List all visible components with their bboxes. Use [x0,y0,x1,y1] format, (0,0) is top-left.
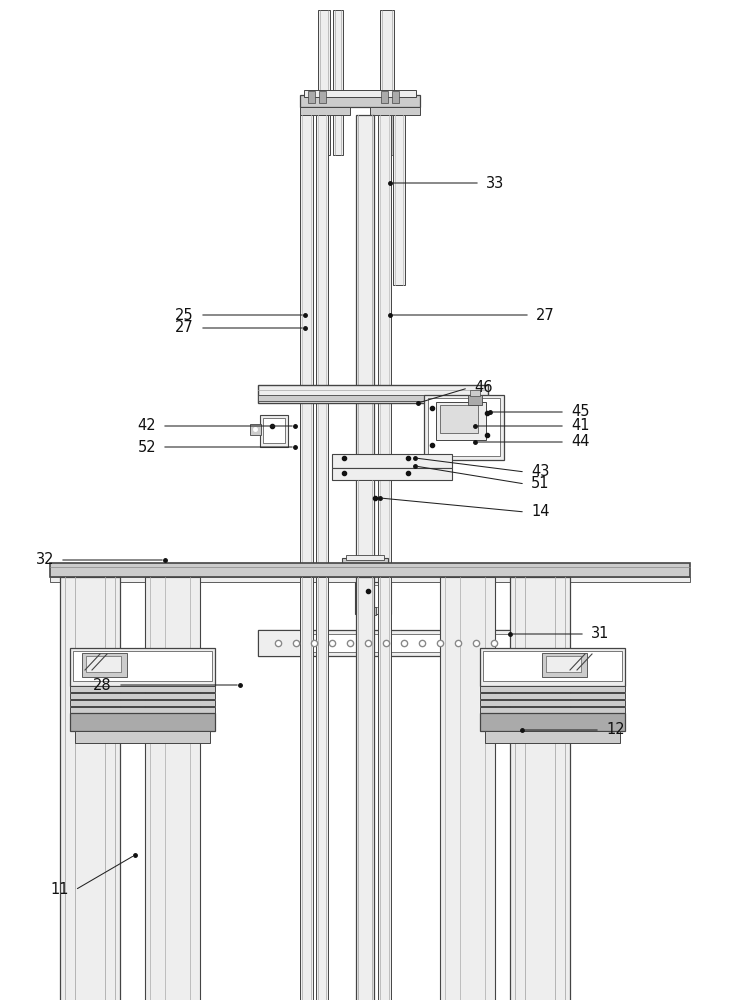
Bar [356,115,374,570]
Bar [440,405,478,433]
Bar [474,634,534,652]
Text: 28: 28 [93,678,112,692]
Bar [346,555,384,560]
Bar [70,648,215,686]
Bar [356,577,374,1000]
Bar [480,693,625,699]
Bar [483,651,622,681]
Bar [300,95,420,107]
Bar [86,656,121,672]
Bar [250,424,261,435]
Bar [342,558,388,568]
Bar [73,651,212,681]
Bar [392,91,399,103]
Text: 25: 25 [176,308,194,322]
Text: 46: 46 [474,380,493,395]
Bar [381,91,388,103]
Text: 43: 43 [531,464,549,480]
Bar [470,390,480,396]
Bar [60,577,120,1000]
Bar [532,628,548,638]
Text: 11: 11 [50,882,69,898]
Bar [358,585,386,607]
Bar [258,630,538,656]
Bar [355,582,391,614]
Bar [510,577,570,1000]
Bar [258,385,488,403]
Bar [262,634,534,652]
Bar [356,480,374,560]
Bar [362,615,374,621]
Bar [308,91,315,103]
Bar [258,630,308,656]
Bar [480,648,625,686]
Bar [470,630,538,656]
Bar [393,115,405,285]
Text: 14: 14 [531,504,550,520]
Bar [485,731,620,743]
Bar [70,713,215,731]
Text: 42: 42 [137,418,156,434]
Bar [70,686,215,692]
Bar [332,454,452,468]
Bar [424,395,504,460]
Bar [300,107,350,115]
Bar [468,395,482,405]
Bar [480,686,625,692]
Bar [360,607,376,615]
Bar [300,577,313,1000]
Text: 32: 32 [35,552,54,568]
Text: 31: 31 [591,626,609,642]
Bar [75,731,210,743]
Text: 51: 51 [531,477,550,491]
Bar [378,577,391,1000]
Bar [333,10,343,155]
Bar [258,395,488,401]
Bar [319,91,326,103]
Bar [50,577,690,582]
Bar [260,415,288,447]
Bar [316,577,328,1000]
Text: 33: 33 [486,176,504,190]
Bar [480,700,625,706]
Bar [436,402,486,440]
Bar [70,693,215,699]
Text: 41: 41 [571,418,590,434]
Bar [82,653,127,677]
Bar [378,115,391,570]
Bar [546,656,581,672]
Bar [370,107,420,115]
Bar [316,115,328,570]
Bar [263,418,285,443]
Bar [380,10,394,155]
Bar [304,90,416,97]
Bar [332,468,452,480]
Bar [70,700,215,706]
Text: 52: 52 [137,440,156,454]
Text: 45: 45 [571,404,590,420]
Text: 44: 44 [571,434,590,450]
Bar [440,577,495,1000]
Bar [480,713,625,731]
Bar [70,707,215,713]
Text: 27: 27 [176,320,194,336]
Bar [300,115,313,570]
Bar [145,577,200,1000]
Bar [480,707,625,713]
Bar [428,398,500,456]
Bar [50,563,690,577]
Text: 12: 12 [606,722,625,738]
Bar [542,653,587,677]
Text: 27: 27 [536,308,555,322]
Bar [318,10,330,155]
